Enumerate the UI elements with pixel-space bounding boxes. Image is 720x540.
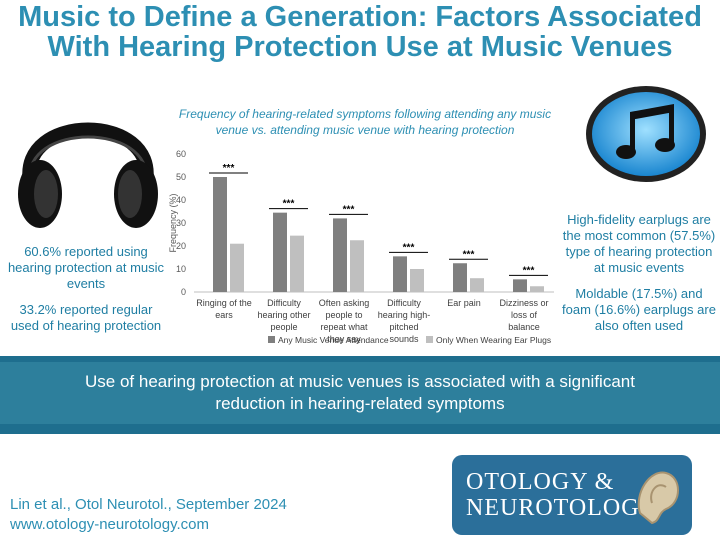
legend-swatch bbox=[268, 336, 275, 343]
y-tick-label: 60 bbox=[176, 149, 186, 159]
y-tick-label: 0 bbox=[181, 287, 186, 297]
citation: Lin et al., Otol Neurotol., September 20… bbox=[10, 495, 287, 535]
bar-ear-plugs bbox=[350, 240, 364, 292]
y-axis-label: Frequency (%) bbox=[168, 193, 178, 252]
bar-any-venue bbox=[213, 177, 227, 292]
x-tick-label: Ringing of the bbox=[196, 298, 252, 308]
earplug-type-stat: High-fidelity earplugs are the most comm… bbox=[562, 212, 716, 275]
x-tick-label: people bbox=[270, 322, 297, 332]
y-tick-label: 50 bbox=[176, 172, 186, 182]
x-tick-label: Ear pain bbox=[447, 298, 481, 308]
x-tick-label: repeat what bbox=[320, 322, 368, 332]
right-stats: High-fidelity earplugs are the most comm… bbox=[560, 212, 718, 344]
conclusion-text: Use of hearing protection at music venue… bbox=[85, 372, 635, 413]
bar-ear-plugs bbox=[530, 286, 544, 292]
bar-ear-plugs bbox=[230, 243, 244, 292]
logo-line-2: NEUROTOLOGY bbox=[466, 495, 658, 521]
journal-logo: OTOLOGY & NEUROTOLOGY bbox=[452, 455, 692, 535]
significance-label: *** bbox=[463, 249, 475, 260]
legend-swatch bbox=[426, 336, 433, 343]
significance-label: *** bbox=[343, 204, 355, 215]
y-tick-label: 20 bbox=[176, 241, 186, 251]
x-tick-label: ears bbox=[215, 310, 233, 320]
legend-label: Only When Wearing Ear Plugs bbox=[436, 335, 551, 345]
x-tick-label: they say bbox=[327, 334, 361, 344]
hearing-protection-stat: 60.6% reported using hearing protection … bbox=[7, 244, 165, 291]
y-tick-label: 40 bbox=[176, 195, 186, 205]
y-tick-label: 10 bbox=[176, 264, 186, 274]
logo-line-1: OTOLOGY & bbox=[466, 469, 615, 495]
x-tick-label: hearing other bbox=[257, 310, 310, 320]
conclusion-banner: Use of hearing protection at music venue… bbox=[0, 356, 720, 434]
page-title: Music to Define a Generation: Factors As… bbox=[18, 1, 702, 63]
headphones-icon bbox=[18, 122, 158, 228]
x-tick-label: Often asking bbox=[319, 298, 370, 308]
y-tick-label: 30 bbox=[176, 218, 186, 228]
journal-url[interactable]: www.otology-neurotology.com bbox=[10, 516, 209, 533]
significance-label: *** bbox=[283, 199, 295, 210]
ear-anatomy-icon bbox=[637, 471, 679, 525]
significance-label: *** bbox=[523, 265, 535, 276]
x-tick-label: loss of bbox=[511, 310, 538, 320]
bar-any-venue bbox=[513, 279, 527, 292]
bar-any-venue bbox=[273, 212, 287, 292]
x-tick-label: sounds bbox=[389, 334, 419, 344]
bar-ear-plugs bbox=[290, 235, 304, 292]
bar-ear-plugs bbox=[410, 269, 424, 292]
x-tick-label: hearing high- bbox=[378, 310, 431, 320]
bar-chart: 0 10 20 30 40 50 60 Frequency (%) *** Ringing of … bbox=[168, 149, 554, 345]
x-tick-label: people to bbox=[325, 310, 362, 320]
significance-label: *** bbox=[223, 163, 235, 174]
moldable-foam-stat: Moldable (17.5%) and foam (16.6%) earplu… bbox=[562, 286, 716, 333]
bar-any-venue bbox=[393, 256, 407, 292]
music-note-icon bbox=[586, 86, 706, 182]
regular-use-stat: 33.2% reported regular used of hearing p… bbox=[10, 302, 162, 333]
bar-any-venue bbox=[453, 263, 467, 292]
legend-label: Any Music Venue Attendance bbox=[278, 335, 389, 345]
bar-any-venue bbox=[333, 218, 347, 292]
bar-ear-plugs bbox=[470, 278, 484, 292]
x-tick-label: balance bbox=[508, 322, 540, 332]
left-stats: 60.6% reported using hearing protection … bbox=[6, 244, 166, 344]
citation-reference: Lin et al., Otol Neurotol., September 20… bbox=[10, 496, 287, 513]
x-tick-label: Difficulty bbox=[387, 298, 421, 308]
x-tick-label: pitched bbox=[389, 322, 418, 332]
x-tick-label: Difficulty bbox=[267, 298, 301, 308]
chart-title: Frequency of hearing-related symptoms fo… bbox=[178, 107, 552, 137]
significance-label: *** bbox=[403, 242, 415, 253]
x-tick-label: Dizziness or bbox=[499, 298, 548, 308]
